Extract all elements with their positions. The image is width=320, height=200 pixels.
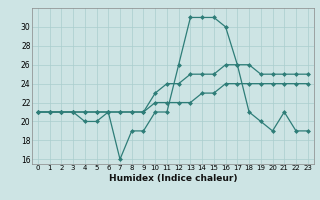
X-axis label: Humidex (Indice chaleur): Humidex (Indice chaleur)	[108, 174, 237, 183]
